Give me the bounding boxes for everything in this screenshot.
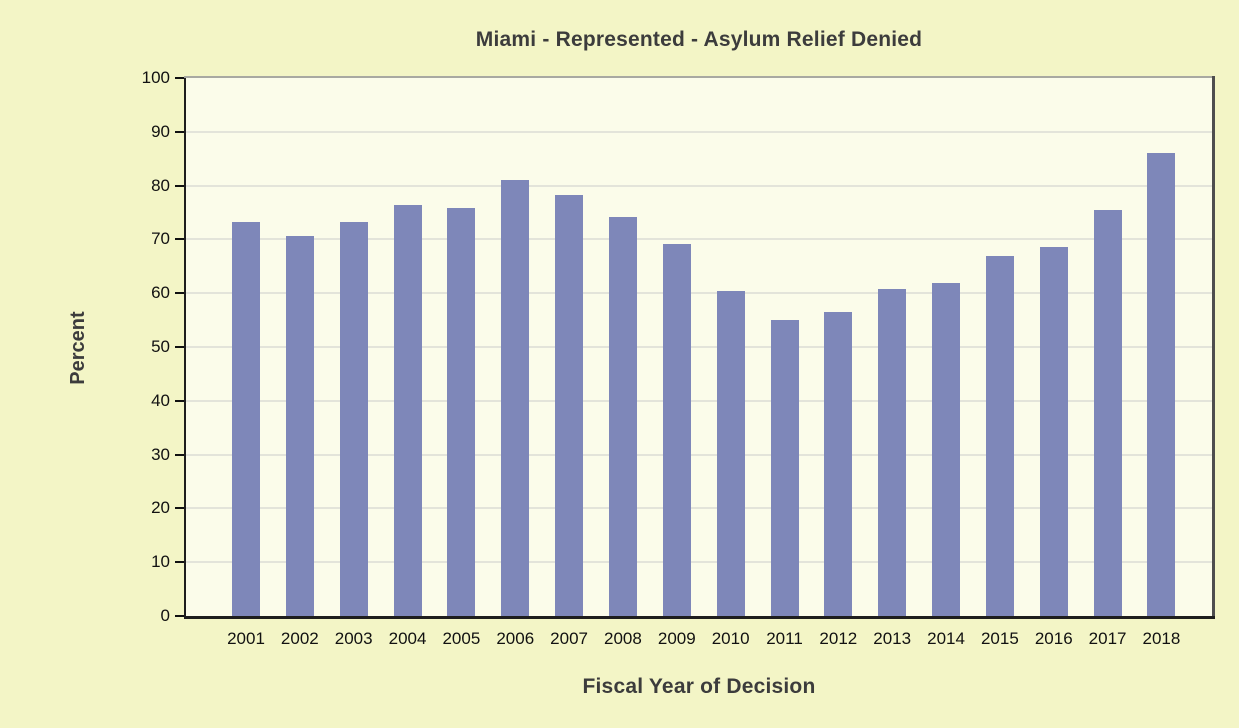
gridline-30 <box>186 453 1212 456</box>
x-tick-label-2013: 2013 <box>873 629 912 648</box>
y-tick-mark-0 <box>175 615 184 617</box>
x-axis-title: Fiscal Year of Decision <box>582 675 816 698</box>
bar-2006 <box>501 179 530 616</box>
y-tick-label-0: 0 <box>160 606 170 625</box>
y-axis-line <box>184 78 186 616</box>
x-tick-label-2009: 2009 <box>657 629 696 648</box>
bar-2016 <box>1039 246 1068 616</box>
bar-2008 <box>608 217 637 616</box>
y-tick-mark-40 <box>175 399 184 402</box>
bar-2015 <box>985 256 1014 616</box>
bar-2013 <box>878 289 907 616</box>
gridline-20 <box>186 507 1212 510</box>
y-tick-label-20: 20 <box>151 498 170 518</box>
y-tick-mark-10 <box>175 561 184 564</box>
bar-2005 <box>447 208 476 616</box>
gridline-40 <box>186 399 1212 402</box>
x-tick-label-2010: 2010 <box>711 629 750 648</box>
x-tick-label-2018: 2018 <box>1142 629 1181 648</box>
x-tick-label-2017: 2017 <box>1088 629 1127 648</box>
y-tick-label-40: 40 <box>151 390 170 410</box>
gridline-80 <box>186 184 1212 187</box>
y-tick-mark-30 <box>175 453 184 456</box>
gridline-10 <box>186 561 1212 564</box>
x-axis-line <box>184 616 1215 619</box>
y-tick-mark-100 <box>175 77 184 79</box>
gridline-90 <box>186 130 1212 133</box>
bar-2004 <box>393 204 422 616</box>
y-axis-title: Percent <box>67 311 89 385</box>
bar-2007 <box>555 194 584 616</box>
gridline-60 <box>186 292 1212 295</box>
x-tick-label-2003: 2003 <box>334 629 373 648</box>
bar-2003 <box>339 222 368 616</box>
y-tick-mark-60 <box>175 292 184 295</box>
y-tick-label-60: 60 <box>151 283 170 303</box>
x-tick-label-2006: 2006 <box>496 629 535 648</box>
y-tick-label-80: 80 <box>151 175 170 195</box>
x-tick-label-2012: 2012 <box>819 629 858 648</box>
y-tick-label-30: 30 <box>151 444 170 464</box>
bar-2002 <box>285 236 314 616</box>
gridline-70 <box>186 238 1212 241</box>
x-tick-label-2014: 2014 <box>927 629 965 648</box>
x-tick-label-2002: 2002 <box>280 629 319 648</box>
plot-frame-right <box>1212 76 1215 619</box>
y-tick-mark-20 <box>175 507 184 510</box>
y-tick-label-100: 100 <box>141 68 170 87</box>
x-tick-label-2015: 2015 <box>980 629 1019 648</box>
bar-2017 <box>1093 209 1122 616</box>
bar-2010 <box>716 290 745 616</box>
y-tick-label-90: 90 <box>151 121 170 141</box>
y-tick-label-50: 50 <box>151 337 170 356</box>
y-tick-mark-90 <box>175 130 184 133</box>
bar-2001 <box>232 221 260 616</box>
y-tick-label-70: 70 <box>151 229 170 249</box>
x-tick-label-2016: 2016 <box>1034 629 1073 648</box>
y-tick-label-10: 10 <box>151 552 170 572</box>
x-tick-label-2007: 2007 <box>550 629 588 648</box>
bar-2012 <box>824 312 853 616</box>
y-tick-mark-50 <box>175 346 184 348</box>
y-tick-mark-70 <box>175 238 184 241</box>
plot-frame-top <box>184 76 1215 78</box>
bar-2018 <box>1147 152 1176 616</box>
bar-2009 <box>662 244 691 616</box>
x-tick-label-2005: 2005 <box>442 629 481 648</box>
gridline-50 <box>186 346 1212 348</box>
y-tick-mark-80 <box>175 184 184 187</box>
x-tick-label-2001: 2001 <box>227 629 265 648</box>
bar-2011 <box>770 320 799 616</box>
x-tick-label-2011: 2011 <box>766 629 803 648</box>
bar-2014 <box>932 282 961 616</box>
x-tick-label-2008: 2008 <box>604 629 642 648</box>
x-tick-label-2004: 2004 <box>388 629 427 648</box>
chart-title: Miami - Represented - Asylum Relief Deni… <box>475 28 923 51</box>
